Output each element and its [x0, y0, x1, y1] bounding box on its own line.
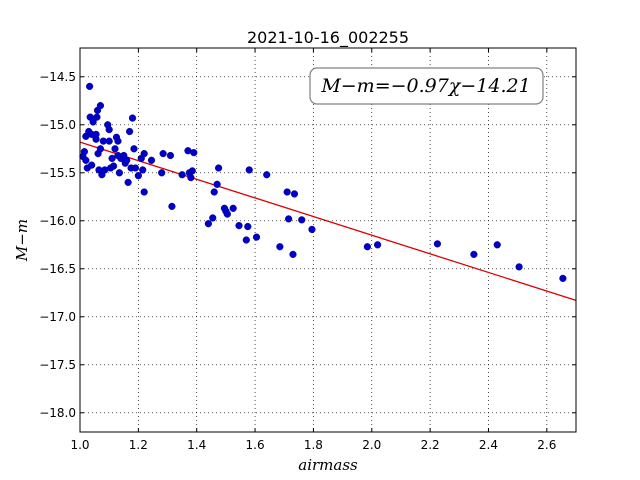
data-point [93, 113, 101, 121]
equation-box [309, 67, 544, 105]
y-axis-ticks: −14.5 −15.0 −15.5 −16.0 −16.5 −17.0 −17.5 −18.0 [39, 70, 576, 420]
data-point [245, 166, 253, 174]
data-point [114, 137, 122, 145]
data-point [433, 240, 442, 248]
data-point [166, 151, 175, 160]
data-point [124, 178, 132, 187]
plot-area [80, 48, 576, 432]
y-tick-label: −16.0 [39, 214, 76, 228]
x-tick-label: 1.0 [70, 438, 89, 452]
data-point [140, 188, 148, 196]
y-tick-label: −14.5 [39, 70, 76, 84]
data-point [285, 215, 293, 223]
x-tick-label: 2.0 [362, 438, 381, 452]
data-point [190, 149, 198, 157]
data-point [105, 137, 113, 145]
data-point [123, 156, 131, 164]
data-point [242, 236, 250, 244]
y-tick-label: −18.0 [39, 406, 76, 420]
data-point [298, 216, 306, 224]
data-point [363, 243, 371, 251]
data-point [210, 188, 218, 196]
data-point [88, 161, 96, 169]
data-point [188, 167, 196, 175]
plot-frame [79, 47, 577, 433]
data-point [374, 241, 382, 249]
data-point [493, 241, 501, 249]
chart-title: 2021-10-16_002255 [247, 28, 409, 48]
y-tick-label: −17.0 [39, 310, 76, 324]
data-point [515, 263, 523, 271]
data-point [96, 145, 105, 153]
y-tick-label: −17.5 [39, 358, 76, 372]
data-point [140, 150, 148, 158]
data-point [209, 214, 217, 222]
data-points [79, 82, 567, 283]
data-point [235, 222, 243, 230]
y-axis-label: M−m [13, 219, 31, 262]
data-point [223, 210, 231, 218]
fit-line [79, 141, 577, 302]
data-point [168, 202, 176, 211]
x-tick-label: 1.8 [304, 438, 323, 452]
y-tick-label: −15.5 [39, 166, 76, 180]
data-point [139, 166, 147, 174]
data-point [263, 171, 271, 179]
data-point [108, 154, 116, 163]
data-point [559, 274, 567, 283]
data-point [86, 82, 94, 91]
y-tick-label: −16.5 [39, 262, 76, 276]
data-point [214, 164, 223, 172]
data-point [276, 243, 284, 251]
data-point [134, 172, 142, 180]
data-point [283, 188, 291, 196]
data-point [252, 233, 261, 241]
x-axis-ticks: 1.0 1.2 1.4 1.6 1.8 2.0 2.2 2.4 2.6 [70, 48, 556, 452]
data-point [89, 118, 97, 126]
data-point [470, 250, 478, 259]
data-point [105, 126, 113, 134]
data-point [147, 156, 156, 164]
data-point [244, 222, 252, 231]
data-point [80, 148, 88, 156]
data-point [96, 101, 105, 110]
x-tick-label: 1.6 [246, 438, 265, 452]
x-tick-label: 2.4 [479, 438, 498, 452]
x-tick-label: 1.2 [129, 438, 148, 452]
x-tick-label: 2.6 [537, 438, 556, 452]
x-tick-label: 2.2 [421, 438, 440, 452]
x-tick-label: 1.4 [187, 438, 206, 452]
data-point [130, 145, 138, 153]
data-point [178, 171, 186, 179]
data-point [289, 250, 297, 259]
data-point [126, 127, 134, 136]
data-point [213, 180, 221, 188]
data-point [308, 225, 316, 234]
data-point [82, 156, 90, 164]
data-point [92, 135, 100, 143]
data-point [204, 220, 212, 228]
data-point [187, 174, 195, 182]
data-point [109, 162, 118, 170]
data-point [115, 169, 123, 177]
y-tick-label: −15.0 [39, 118, 76, 132]
fit-equation: M−m=−0.97χ−14.21 [320, 75, 530, 97]
data-point [128, 114, 137, 122]
data-point [131, 164, 140, 172]
data-point [229, 204, 237, 212]
data-point [290, 190, 299, 198]
data-point [111, 145, 119, 153]
fit-layer [79, 141, 577, 302]
data-point [158, 169, 166, 177]
data-point [159, 150, 167, 158]
x-axis-label: airmass [298, 456, 358, 474]
